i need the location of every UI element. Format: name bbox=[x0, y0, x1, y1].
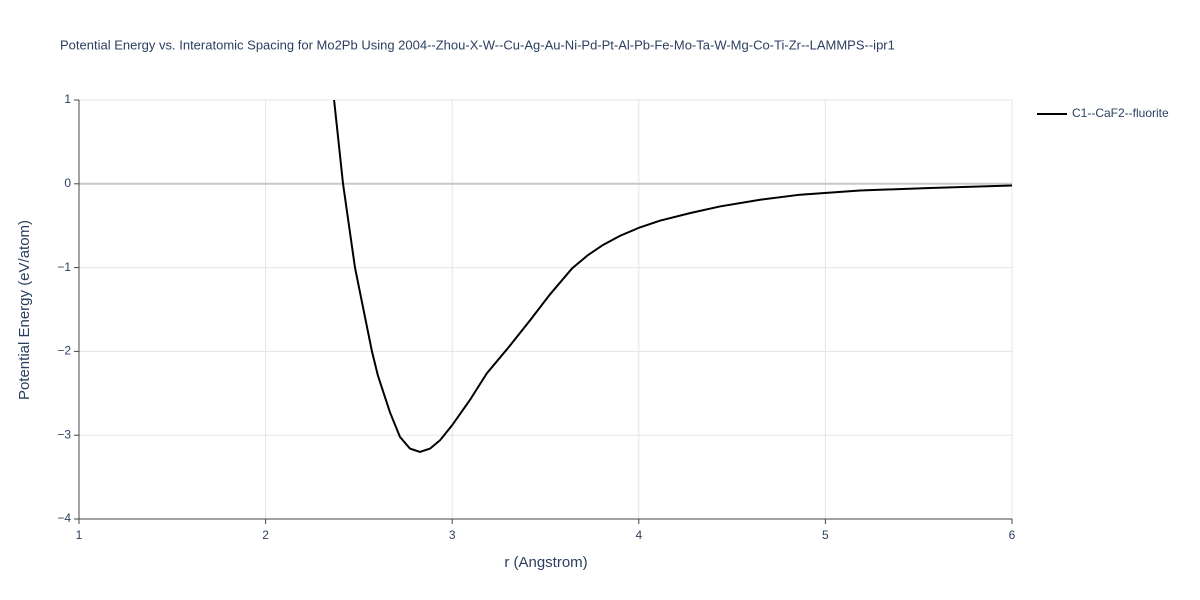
x-tick-label: 6 bbox=[1009, 528, 1016, 542]
x-tick-label: 5 bbox=[822, 528, 829, 542]
y-tick-label: −3 bbox=[57, 427, 71, 441]
x-tick-label: 3 bbox=[449, 528, 456, 542]
y-axis-label: Potential Energy (eV/atom) bbox=[16, 220, 33, 400]
chart-title: Potential Energy vs. Interatomic Spacing… bbox=[60, 37, 895, 52]
y-tick-label: 0 bbox=[64, 176, 71, 190]
y-tick-label: −4 bbox=[57, 511, 71, 525]
y-tick-label: −1 bbox=[57, 260, 71, 274]
x-axis-label: r (Angstrom) bbox=[504, 554, 587, 571]
y-tick-label: −2 bbox=[57, 344, 71, 358]
x-tick-label: 1 bbox=[76, 528, 83, 542]
plot-area bbox=[333, 100, 1012, 454]
y-tick-label: 1 bbox=[64, 92, 71, 106]
data-line bbox=[333, 100, 1012, 454]
x-tick-label: 4 bbox=[635, 528, 642, 542]
legend-label: C1--CaF2--fluorite bbox=[1072, 106, 1169, 120]
x-tick-label: 2 bbox=[262, 528, 269, 542]
